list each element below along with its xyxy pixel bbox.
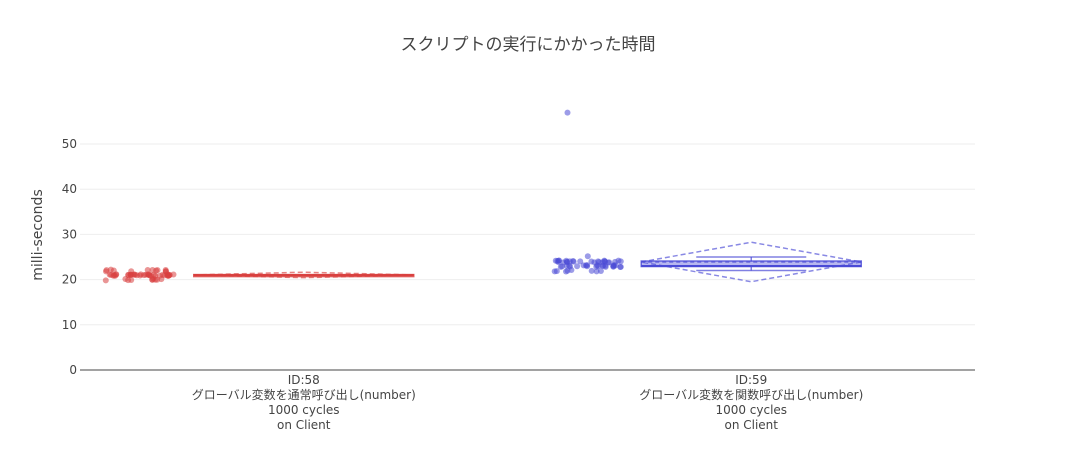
y-tick-label: 0 [69,363,77,377]
data-point [574,263,581,270]
data-point [102,277,109,284]
x-tick-label: グローバル変数を通常呼び出し(number) [192,387,416,402]
y-tick-label: 10 [62,318,77,332]
data-point [554,258,561,264]
data-point [112,272,119,279]
x-tick-label: 1000 cycles [715,403,787,417]
data-point [602,263,609,270]
box-series [102,266,415,284]
x-tick-label: on Client [277,418,331,432]
data-point [564,109,571,116]
data-point [588,267,595,274]
data-point [170,271,177,278]
sd-diamond [193,271,414,279]
x-tick-label: on Client [724,418,778,432]
chart-title: スクリプトの実行にかかった時間 [401,35,656,55]
data-point [133,272,140,279]
x-tick-label: グローバル変数を関数呼び出し(number) [639,387,863,402]
data-point [103,268,109,275]
data-point [110,267,117,274]
data-point [580,262,587,269]
x-tick-label: 1000 cycles [268,403,340,417]
box-series [551,109,862,283]
data-point [596,259,603,266]
data-point [553,268,560,275]
data-point [144,267,151,273]
data-point [617,258,624,265]
x-tick-label: ID:58 [288,373,320,387]
data-point [128,277,135,283]
y-tick-label: 50 [62,137,77,151]
data-point [156,272,163,279]
y-tick-label: 20 [62,273,77,287]
data-point [584,253,591,260]
sd-diamond [641,241,862,283]
data-point [591,259,598,266]
data-point [560,259,567,266]
y-tick-label: 40 [62,182,77,196]
data-point [597,268,604,274]
x-tick-label: ID:59 [735,373,767,387]
data-point [128,268,135,275]
data-point [566,258,573,265]
data-point [605,259,612,266]
data-point [593,268,600,275]
data-point [577,258,584,265]
y-tick-label: 30 [62,227,77,241]
y-axis-label: milli-seconds [30,189,46,280]
data-point [162,267,169,273]
data-point [617,264,624,270]
data-point [149,267,156,273]
